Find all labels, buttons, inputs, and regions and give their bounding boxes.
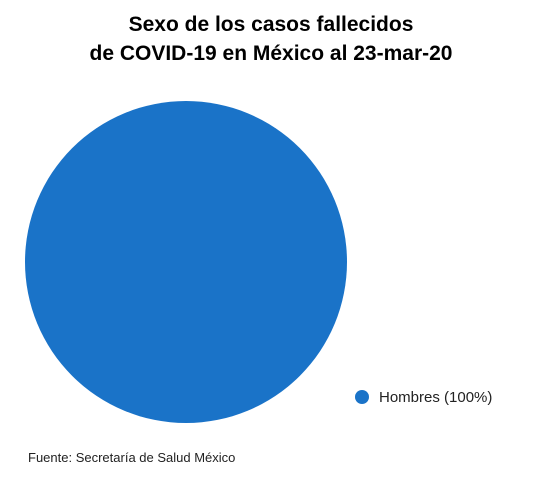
source-note: Fuente: Secretaría de Salud México	[28, 450, 236, 465]
pie-slices	[25, 101, 347, 423]
pie-slice-0	[25, 101, 347, 423]
legend-label-0: Hombres (100%)	[379, 389, 492, 406]
legend: Hombres (100%)	[355, 389, 492, 406]
chart-title-line-1: Sexo de los casos fallecidos	[128, 13, 414, 36]
legend-marker-0	[355, 390, 369, 404]
chart-title: Sexo de los casos fallecidos de COVID-19…	[0, 10, 542, 68]
chart-title-line-2: de COVID-19 en México al 23-mar-20	[89, 42, 453, 65]
